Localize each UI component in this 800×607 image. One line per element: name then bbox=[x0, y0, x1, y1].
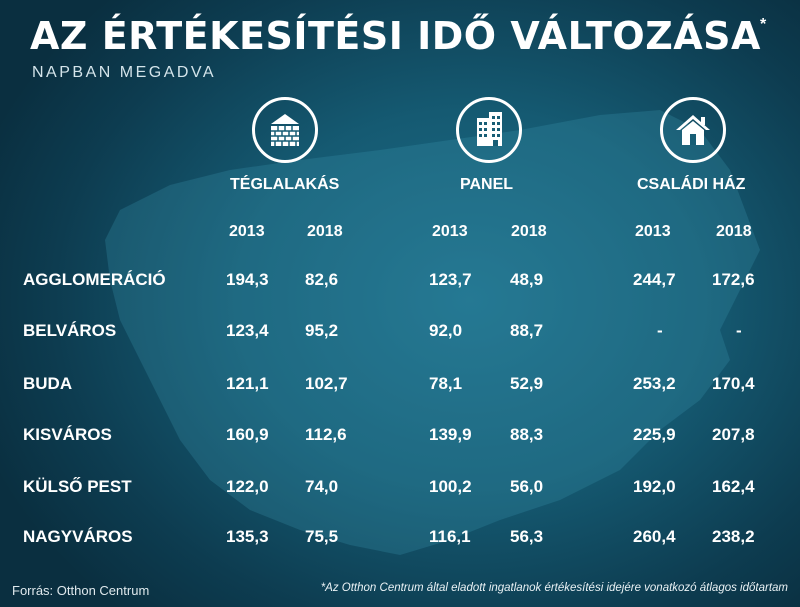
table-cell: 162,4 bbox=[712, 477, 755, 496]
footnote: *Az Otthon Centrum által eladott ingatla… bbox=[320, 582, 788, 594]
table-cell: 88,3 bbox=[510, 425, 544, 444]
row-label: KÜLSŐ PEST bbox=[23, 477, 132, 496]
brick-building-icon bbox=[252, 97, 318, 163]
table-cell: 123,7 bbox=[429, 270, 472, 289]
table-cell: - bbox=[736, 321, 742, 340]
table-cell: - bbox=[657, 321, 663, 340]
table-cell: 56,0 bbox=[510, 477, 544, 496]
chart-title: AZ ÉRTÉKESÍTÉSI IDŐ VÁLTOZÁSA bbox=[30, 14, 761, 58]
year-header-2013: 2013 bbox=[635, 223, 671, 240]
table-cell: 172,6 bbox=[712, 270, 755, 289]
title-footnote-mark: * bbox=[760, 16, 767, 33]
year-header-2018: 2018 bbox=[307, 223, 343, 240]
table-cell: 135,3 bbox=[226, 527, 269, 546]
house-icon bbox=[660, 97, 726, 163]
table-cell: 100,2 bbox=[429, 477, 472, 496]
table-cell: 95,2 bbox=[305, 321, 339, 340]
row-label: NAGYVÁROS bbox=[23, 527, 133, 546]
row-label: KISVÁROS bbox=[23, 425, 112, 444]
category-label-csaladi-haz: CSALÁDI HÁZ bbox=[637, 176, 746, 193]
panel-building-icon bbox=[456, 97, 522, 163]
source-note: Forrás: Otthon Centrum bbox=[12, 583, 150, 598]
year-header-2018: 2018 bbox=[511, 223, 547, 240]
row-label: BUDA bbox=[23, 374, 73, 393]
year-header-2018: 2018 bbox=[716, 223, 752, 240]
table-cell: 102,7 bbox=[305, 374, 348, 393]
category-label-teglalakas: TÉGLALAKÁS bbox=[230, 176, 340, 193]
table-cell: 75,5 bbox=[305, 527, 339, 546]
table-cell: 74,0 bbox=[305, 477, 339, 496]
table-cell: 244,7 bbox=[633, 270, 676, 289]
table-cell: 122,0 bbox=[226, 477, 269, 496]
table-cell: 52,9 bbox=[510, 374, 544, 393]
table-cell: 160,9 bbox=[226, 425, 269, 444]
table-cell: 194,3 bbox=[226, 270, 269, 289]
table-cell: 92,0 bbox=[429, 321, 463, 340]
table-cell: 260,4 bbox=[633, 527, 676, 546]
table-cell: 121,1 bbox=[226, 374, 269, 393]
year-header-2013: 2013 bbox=[432, 223, 468, 240]
table-cell: 123,4 bbox=[226, 321, 269, 340]
table-cell: 88,7 bbox=[510, 321, 544, 340]
table-cell: 225,9 bbox=[633, 425, 676, 444]
chart-subtitle: NAPBAN MEGADVA bbox=[32, 64, 217, 81]
table-cell: 48,9 bbox=[510, 270, 544, 289]
table-cell: 207,8 bbox=[712, 425, 755, 444]
table-cell: 112,6 bbox=[305, 425, 347, 444]
table-cell: 253,2 bbox=[633, 374, 676, 393]
table-cell: 192,0 bbox=[633, 477, 676, 496]
table-cell: 139,9 bbox=[429, 425, 472, 444]
year-header-2013: 2013 bbox=[229, 223, 265, 240]
table-cell: 170,4 bbox=[712, 374, 755, 393]
table-cell: 116,1 bbox=[429, 527, 471, 546]
table-cell: 78,1 bbox=[429, 374, 463, 393]
table-cell: 56,3 bbox=[510, 527, 544, 546]
row-label: AGGLOMERÁCIÓ bbox=[23, 270, 166, 289]
table-cell: 238,2 bbox=[712, 527, 755, 546]
category-label-panel: PANEL bbox=[460, 176, 514, 193]
row-label: BELVÁROS bbox=[23, 321, 117, 340]
table-cell: 82,6 bbox=[305, 270, 339, 289]
